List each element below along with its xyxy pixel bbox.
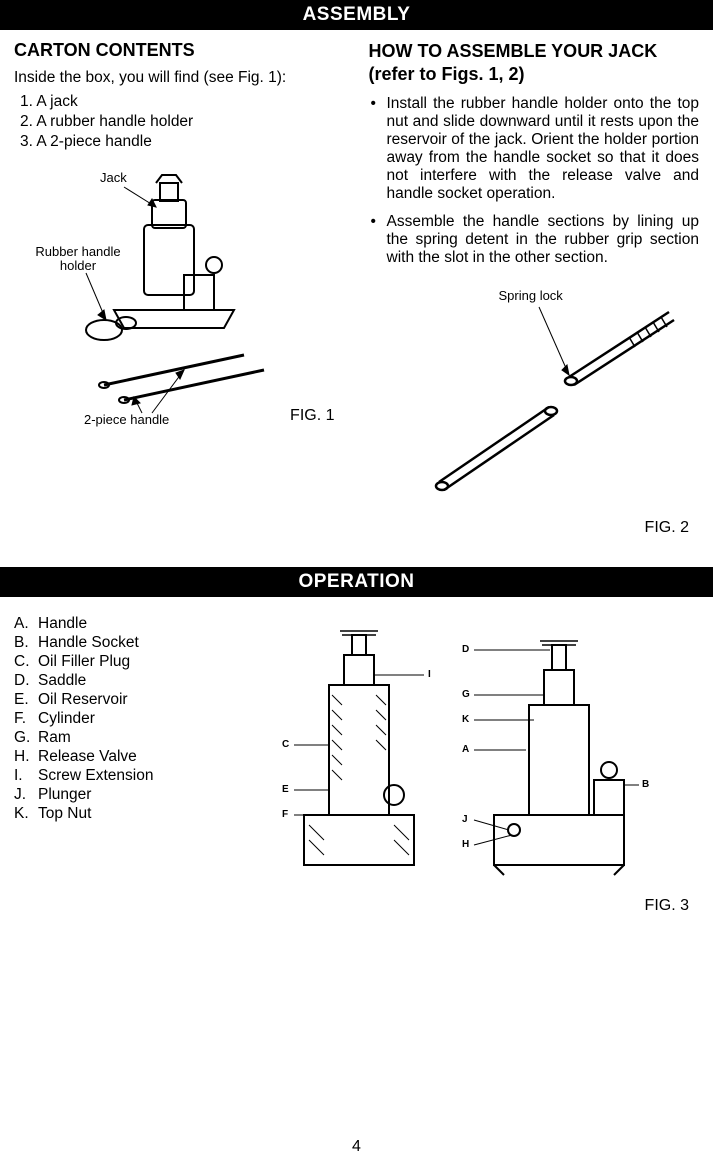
fig2-svg	[399, 277, 699, 517]
fig1-label-jack: Jack	[100, 171, 127, 185]
figure-2: Spring lock FIG. 2	[369, 277, 700, 537]
callout-g: G	[462, 689, 470, 700]
howto-column: HOW TO ASSEMBLE YOUR JACK (refer to Figs…	[357, 40, 700, 537]
howto-steps: Install the rubber handle holder onto th…	[369, 95, 700, 267]
callout-c: C	[282, 739, 289, 750]
fig2-label-spring: Spring lock	[499, 289, 563, 303]
parts-row: A.Handle	[14, 615, 214, 633]
callout-h: H	[462, 839, 469, 850]
carton-item: 1. A jack	[20, 93, 345, 111]
section-header-operation: OPERATION	[0, 567, 713, 597]
carton-column: CARTON CONTENTS Inside the box, you will…	[14, 40, 357, 537]
fig1-caption: FIG. 1	[290, 407, 334, 425]
figure-1: Jack Rubber handle holder 2-piece handle…	[14, 165, 345, 445]
howto-step: Install the rubber handle holder onto th…	[369, 95, 700, 203]
fig3-svg	[244, 615, 644, 895]
parts-row: C.Oil Filler Plug	[14, 653, 214, 671]
carton-item: 3. A 2-piece handle	[20, 133, 345, 151]
callout-f: F	[282, 809, 288, 820]
fig1-label-holder: Rubber handle holder	[28, 245, 128, 274]
parts-row: D.Saddle	[14, 672, 214, 690]
fig2-caption: FIG. 2	[645, 519, 689, 537]
fig3-caption: FIG. 3	[645, 897, 689, 915]
callout-b: B	[642, 779, 649, 790]
howto-heading: HOW TO ASSEMBLE YOUR JACK (refer to Figs…	[369, 40, 700, 87]
assembly-columns: CARTON CONTENTS Inside the box, you will…	[0, 30, 713, 537]
callout-a: A	[462, 744, 469, 755]
carton-item: 2. A rubber handle holder	[20, 113, 345, 131]
callout-e: E	[282, 784, 289, 795]
carton-intro: Inside the box, you will find (see Fig. …	[14, 69, 345, 87]
operation-body: A.Handle B.Handle Socket C.Oil Filler Pl…	[0, 597, 713, 915]
page-number: 4	[0, 1138, 713, 1156]
parts-row: F.Cylinder	[14, 710, 214, 728]
callout-j: J	[462, 814, 468, 825]
figure-3: C E F I D G K A B J H FIG. 3	[214, 615, 699, 915]
parts-row: B.Handle Socket	[14, 634, 214, 652]
parts-row: K.Top Nut	[14, 805, 214, 823]
parts-row: I.Screw Extension	[14, 767, 214, 785]
fig1-svg	[34, 165, 334, 425]
section-header-assembly: ASSEMBLY	[0, 0, 713, 30]
parts-row: J.Plunger	[14, 786, 214, 804]
carton-list: 1. A jack 2. A rubber handle holder 3. A…	[14, 93, 345, 151]
callout-k: K	[462, 714, 469, 725]
parts-row: G.Ram	[14, 729, 214, 747]
callout-d: D	[462, 644, 469, 655]
carton-heading: CARTON CONTENTS	[14, 40, 345, 61]
howto-step: Assemble the handle sections by lining u…	[369, 213, 700, 267]
callout-i: I	[428, 669, 431, 680]
parts-list: A.Handle B.Handle Socket C.Oil Filler Pl…	[14, 615, 214, 915]
fig1-label-handle: 2-piece handle	[84, 413, 169, 427]
parts-row: E.Oil Reservoir	[14, 691, 214, 709]
parts-row: H.Release Valve	[14, 748, 214, 766]
